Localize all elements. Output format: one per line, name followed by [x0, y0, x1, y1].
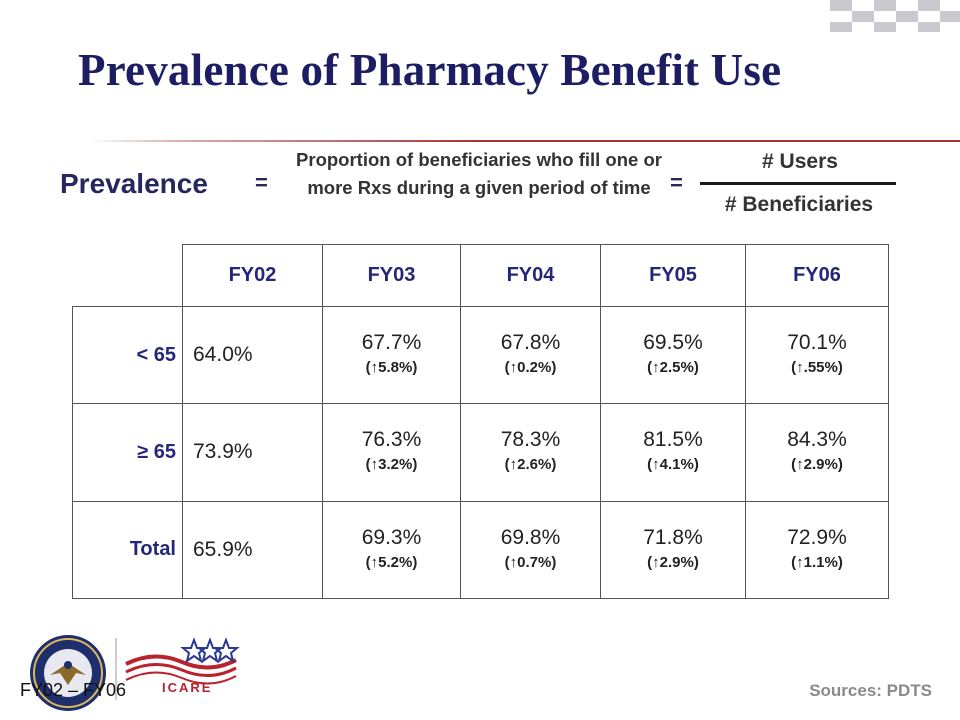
- cell-value: 69.3%: [361, 525, 422, 549]
- cell-change: (↑2.9%): [647, 553, 699, 571]
- cell-change: (↑0.2%): [504, 359, 557, 377]
- table-cell: 71.8% (↑2.9%): [600, 500, 746, 600]
- cell-value: 81.5%: [643, 428, 703, 452]
- cell-change: (↑0.7%): [504, 553, 557, 571]
- logo-divider: [115, 638, 117, 700]
- table-cell: 78.3% (↑2.6%): [460, 403, 601, 502]
- table-cell: 70.1% (↑.55%): [745, 305, 889, 405]
- table-cell: 69.3% (↑5.2%): [322, 500, 461, 600]
- row-label: Total: [72, 500, 183, 600]
- cell-value: 64.0%: [193, 343, 253, 367]
- table-row: < 65 64.0% 67.7% (↑5.8%) 67.8% (↑0.2%) 69.…: [72, 305, 889, 405]
- cell-value: 84.3%: [787, 428, 847, 452]
- table-cell: 69.5% (↑2.5%): [600, 305, 746, 405]
- cell-value: 69.5%: [643, 331, 703, 355]
- cell-value: 70.1%: [787, 331, 847, 355]
- cell-value: 73.9%: [193, 440, 253, 464]
- table-row: Total 65.9% 69.3% (↑5.2%) 69.8% (↑0.7%) 71…: [72, 500, 889, 600]
- cell-change: (↑1.1%): [791, 553, 843, 571]
- table-header-row: FY02 FY03 FY04 FY05 FY06: [72, 244, 889, 307]
- cell-value: 69.8%: [500, 525, 561, 549]
- column-header: FY03: [322, 244, 461, 307]
- cell-value: 78.3%: [500, 428, 561, 452]
- table-cell: 65.9%: [182, 500, 323, 600]
- row-label: ≥ 65: [72, 403, 183, 502]
- logo-text: ICARE: [162, 680, 212, 695]
- fraction-denominator: # Beneficiaries: [724, 193, 874, 216]
- cell-change: (↑5.8%): [365, 359, 418, 377]
- footer-sources: Sources: PDTS: [809, 681, 932, 700]
- cell-change: (↑5.2%): [365, 553, 418, 571]
- cell-value: 67.7%: [361, 331, 422, 355]
- table-cell: 67.8% (↑0.2%): [460, 305, 601, 405]
- table-cell: 73.9%: [182, 403, 323, 502]
- cell-value: 76.3%: [361, 428, 422, 452]
- column-header: FY06: [745, 244, 889, 307]
- formula-definition: Proportion of beneficiaries who fill one…: [296, 149, 662, 198]
- footer-period: FY02 – FY06: [20, 680, 127, 700]
- prevalence-table: FY02 FY03 FY04 FY05 FY06 < 65 64.0% 67.7…: [72, 244, 889, 600]
- table-cell: 67.7% (↑5.8%): [322, 305, 461, 405]
- slide-title: Prevalence of Pharmacy Benefit Use: [78, 45, 782, 95]
- cell-change: (↑3.2%): [365, 456, 418, 474]
- corner-decoration: [830, 0, 960, 32]
- column-header: FY02: [182, 244, 323, 307]
- column-header: FY05: [600, 244, 746, 307]
- row-label: < 65: [72, 305, 183, 405]
- table-cell: 64.0%: [182, 305, 323, 405]
- title-divider: [88, 140, 960, 142]
- cell-change: (↑2.5%): [647, 359, 699, 377]
- table-cell: 76.3% (↑3.2%): [322, 403, 461, 502]
- formula-label: Prevalence: [60, 168, 208, 199]
- fraction-bar: [700, 182, 896, 185]
- cell-value: 72.9%: [787, 525, 847, 549]
- cell-value: 65.9%: [193, 537, 253, 561]
- table-row: ≥ 65 73.9% 76.3% (↑3.2%) 78.3% (↑2.6%) 81.…: [72, 403, 889, 502]
- equals-sign: =: [670, 170, 683, 195]
- department-of-defense-seal-icon: [30, 635, 106, 711]
- table-cell: 69.8% (↑0.7%): [460, 500, 601, 600]
- tricare-logo-icon: ICARE: [125, 637, 240, 695]
- cell-change: (↑.55%): [791, 359, 843, 377]
- table-cell: 84.3% (↑2.9%): [745, 403, 889, 502]
- equals-sign: =: [255, 170, 268, 195]
- fraction-numerator: # Users: [762, 150, 838, 173]
- cell-value: 71.8%: [643, 525, 703, 549]
- table-cell: 81.5% (↑4.1%): [600, 403, 746, 502]
- cell-change: (↑4.1%): [647, 456, 699, 474]
- column-header: FY04: [460, 244, 601, 307]
- cell-change: (↑2.6%): [504, 456, 557, 474]
- cell-value: 67.8%: [500, 331, 561, 355]
- table-cell: 72.9% (↑1.1%): [745, 500, 889, 600]
- cell-change: (↑2.9%): [791, 456, 843, 474]
- corner-cell: [72, 244, 183, 307]
